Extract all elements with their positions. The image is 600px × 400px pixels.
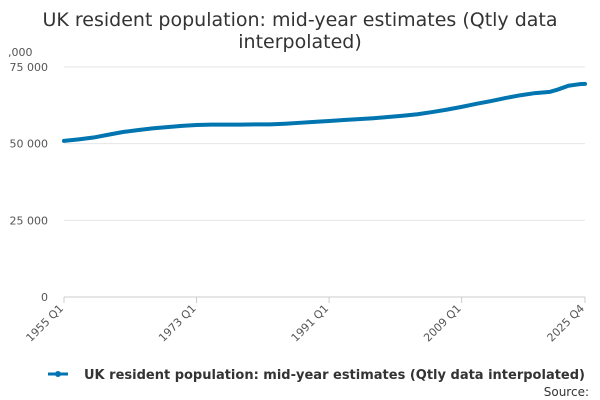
y-axis-unit-label: ,000: [8, 46, 33, 59]
source-label: Source:: [544, 385, 589, 399]
y-axis-ticks: 0 25 000 50 000 75 000: [10, 61, 49, 304]
series-layer: [62, 81, 587, 143]
legend-dot-marker: [55, 371, 61, 377]
legend[interactable]: UK resident population: mid-year estimat…: [48, 368, 585, 383]
y-tick-label-1: 25 000: [10, 214, 49, 227]
x-tick-label-0: 1955 Q1: [24, 302, 67, 345]
gridlines: [64, 66, 585, 298]
legend-series-label: UK resident population: mid-year estimat…: [84, 368, 585, 383]
x-tick-label-3: 2009 Q1: [421, 302, 464, 345]
x-axis-ticks: 1955 Q1 1973 Q1 1991 Q1 2009 Q1 2025 Q4: [24, 297, 588, 345]
x-tick-label-1: 1973 Q1: [156, 302, 199, 345]
y-tick-label-2: 50 000: [10, 138, 49, 151]
chart-title-line-2: interpolated): [238, 31, 362, 53]
y-tick-label-3: 75 000: [10, 61, 49, 74]
x-tick-label-4: 2025 Q4: [545, 302, 588, 345]
chart-title-line-1: UK resident population: mid-year estimat…: [42, 9, 557, 31]
x-tick-label-2: 1991 Q1: [289, 302, 332, 345]
series-line-0: [62, 81, 587, 143]
y-tick-label-0: 0: [41, 291, 48, 304]
